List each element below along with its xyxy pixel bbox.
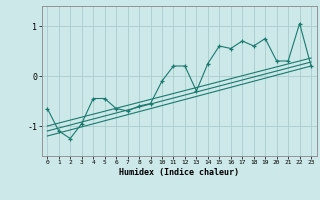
X-axis label: Humidex (Indice chaleur): Humidex (Indice chaleur) (119, 168, 239, 177)
